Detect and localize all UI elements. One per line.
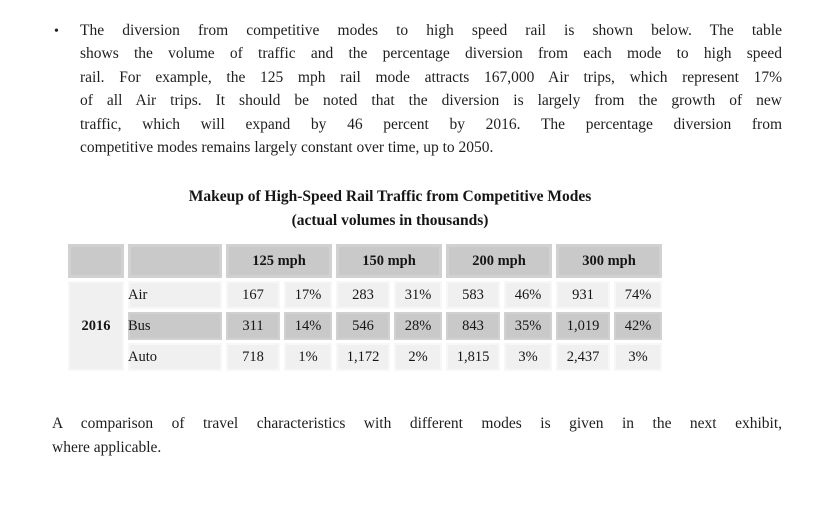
speed-header-200mph: 200 mph xyxy=(446,244,552,279)
volume-cell: 1,019 xyxy=(556,312,610,341)
table-title-line2: (actual volumes in thousands) xyxy=(291,212,489,230)
bullet-paragraph: • The diversion from competitive modes t… xyxy=(52,19,782,159)
speed-header-150mph: 150 mph xyxy=(336,244,442,279)
volume-cell: 718 xyxy=(226,343,280,372)
mode-cell-auto: Auto xyxy=(128,343,222,372)
outro-line: where applicable. xyxy=(52,438,162,456)
volume-cell: 546 xyxy=(336,312,390,341)
year-cell: 2016 xyxy=(68,281,124,372)
hsr-diversion-table: 125 mph 150 mph 200 mph 300 mph 2016 Air… xyxy=(64,241,666,374)
percent-cell: 17% xyxy=(284,281,332,310)
percent-cell: 2% xyxy=(394,343,442,372)
intro-line: shows the volume of traffic and the perc… xyxy=(80,45,782,63)
volume-cell: 843 xyxy=(446,312,500,341)
volume-cell: 931 xyxy=(556,281,610,310)
volume-cell: 1,815 xyxy=(446,343,500,372)
mode-cell-air: Air xyxy=(128,281,222,310)
percent-cell: 42% xyxy=(614,312,662,341)
percent-cell: 3% xyxy=(614,343,662,372)
volume-cell: 2,437 xyxy=(556,343,610,372)
percent-cell: 31% xyxy=(394,281,442,310)
table-row-bus: Bus 311 14% 546 28% 843 35% 1,019 42% xyxy=(68,312,662,341)
volume-cell: 311 xyxy=(226,312,280,341)
intro-line: The diversion from competitive modes to … xyxy=(80,22,782,39)
intro-line: of all Air trips. It should be noted tha… xyxy=(80,92,782,110)
table-title: Makeup of High-Speed Rail Traffic from C… xyxy=(70,185,710,233)
table-row-air: 2016 Air 167 17% 283 31% 583 46% 931 74% xyxy=(68,281,662,372)
closing-paragraph: A comparison of travel characteristics w… xyxy=(52,412,782,459)
percent-cell: 28% xyxy=(394,312,442,341)
outro-line: A comparison of travel characteristics w… xyxy=(52,415,782,433)
document-page: • The diversion from competitive modes t… xyxy=(0,19,837,459)
volume-cell: 1,172 xyxy=(336,343,390,372)
intro-line: traffic, which will expand by 46 percent… xyxy=(80,115,782,133)
table-title-line1: Makeup of High-Speed Rail Traffic from C… xyxy=(188,188,592,206)
table-row-auto: Auto 718 1% 1,172 2% 1,815 3% 2,437 3% xyxy=(68,343,662,372)
empty-mode-header-cell xyxy=(128,244,222,279)
empty-year-header-cell xyxy=(68,244,124,279)
intro-line: rail. For example, the 125 mph rail mode… xyxy=(80,68,782,86)
percent-cell: 35% xyxy=(504,312,552,341)
intro-line: competitive modes remains largely consta… xyxy=(80,139,494,157)
bullet-marker: • xyxy=(54,24,59,39)
speed-header-300mph: 300 mph xyxy=(556,244,662,279)
volume-cell: 583 xyxy=(446,281,500,310)
intro-text: The diversion from competitive modes to … xyxy=(80,19,782,159)
mode-cell-bus: Bus xyxy=(128,312,222,341)
percent-cell: 1% xyxy=(284,343,332,372)
table-header-row: 125 mph 150 mph 200 mph 300 mph xyxy=(68,244,662,279)
percent-cell: 3% xyxy=(504,343,552,372)
percent-cell: 74% xyxy=(614,281,662,310)
speed-header-125mph: 125 mph xyxy=(226,244,332,279)
volume-cell: 283 xyxy=(336,281,390,310)
volume-cell: 167 xyxy=(226,281,280,310)
percent-cell: 14% xyxy=(284,312,332,341)
percent-cell: 46% xyxy=(504,281,552,310)
